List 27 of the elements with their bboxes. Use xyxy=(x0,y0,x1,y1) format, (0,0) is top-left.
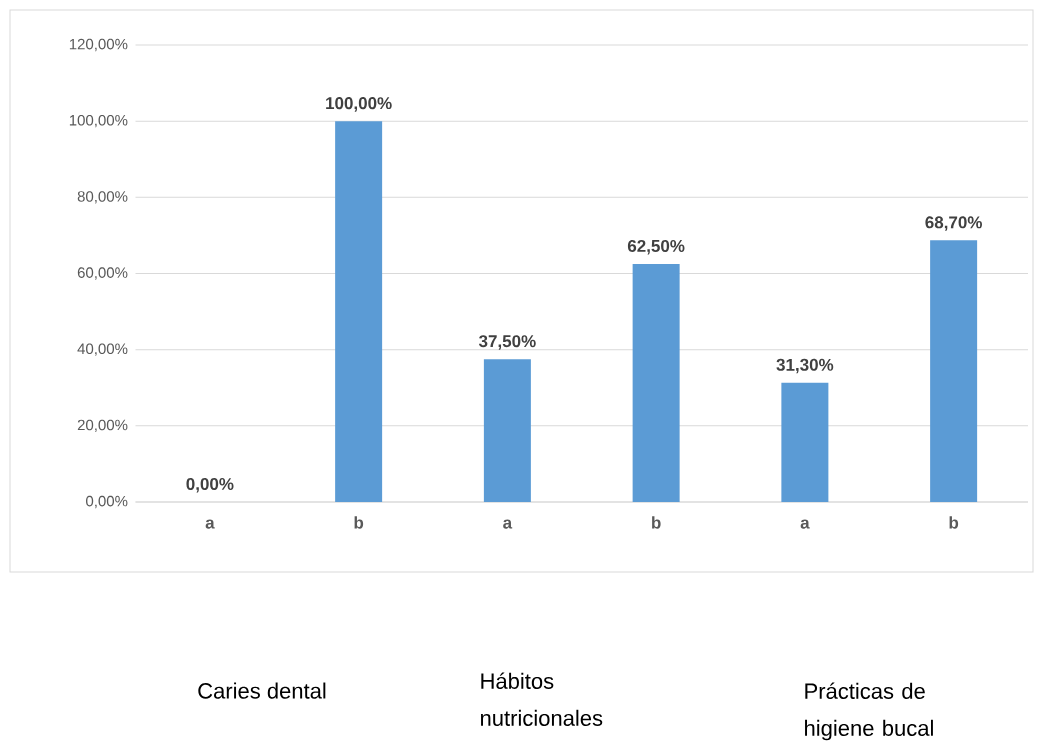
bar xyxy=(781,382,829,503)
y-tick-label: 60,00% xyxy=(77,267,128,280)
y-tick-label: 40,00% xyxy=(77,343,128,357)
x-tick-label: b xyxy=(949,516,959,529)
y-tick-label: 120,00% xyxy=(69,38,128,52)
data-label: 100,00% xyxy=(326,97,392,112)
x-tick-label: b xyxy=(652,516,661,529)
bar xyxy=(483,359,531,503)
data-label: 37,50% xyxy=(478,335,536,350)
data-label: 0,00% xyxy=(186,478,234,493)
bar xyxy=(632,264,680,503)
text: Hábitos nutricionales xyxy=(481,672,603,727)
x-tick-label: a xyxy=(800,519,810,529)
data-label: 62,50% xyxy=(627,240,685,255)
text: Prácticas de higiene bucal xyxy=(805,682,933,741)
x-tick-label: a xyxy=(205,519,215,529)
y-tick-label: 20,00% xyxy=(77,419,128,433)
x-tick-label: b xyxy=(354,516,364,529)
y-tick-label: 80,00% xyxy=(77,191,128,204)
x-tick-label: a xyxy=(503,519,513,529)
bar xyxy=(335,121,383,503)
data-label: 31,30% xyxy=(776,358,834,374)
text: Caries dental xyxy=(198,682,326,699)
y-tick-label: 0,00% xyxy=(86,495,128,509)
bar xyxy=(930,240,978,503)
y-tick-label: 100,00% xyxy=(69,115,128,128)
data-label: 68,70% xyxy=(925,216,982,232)
